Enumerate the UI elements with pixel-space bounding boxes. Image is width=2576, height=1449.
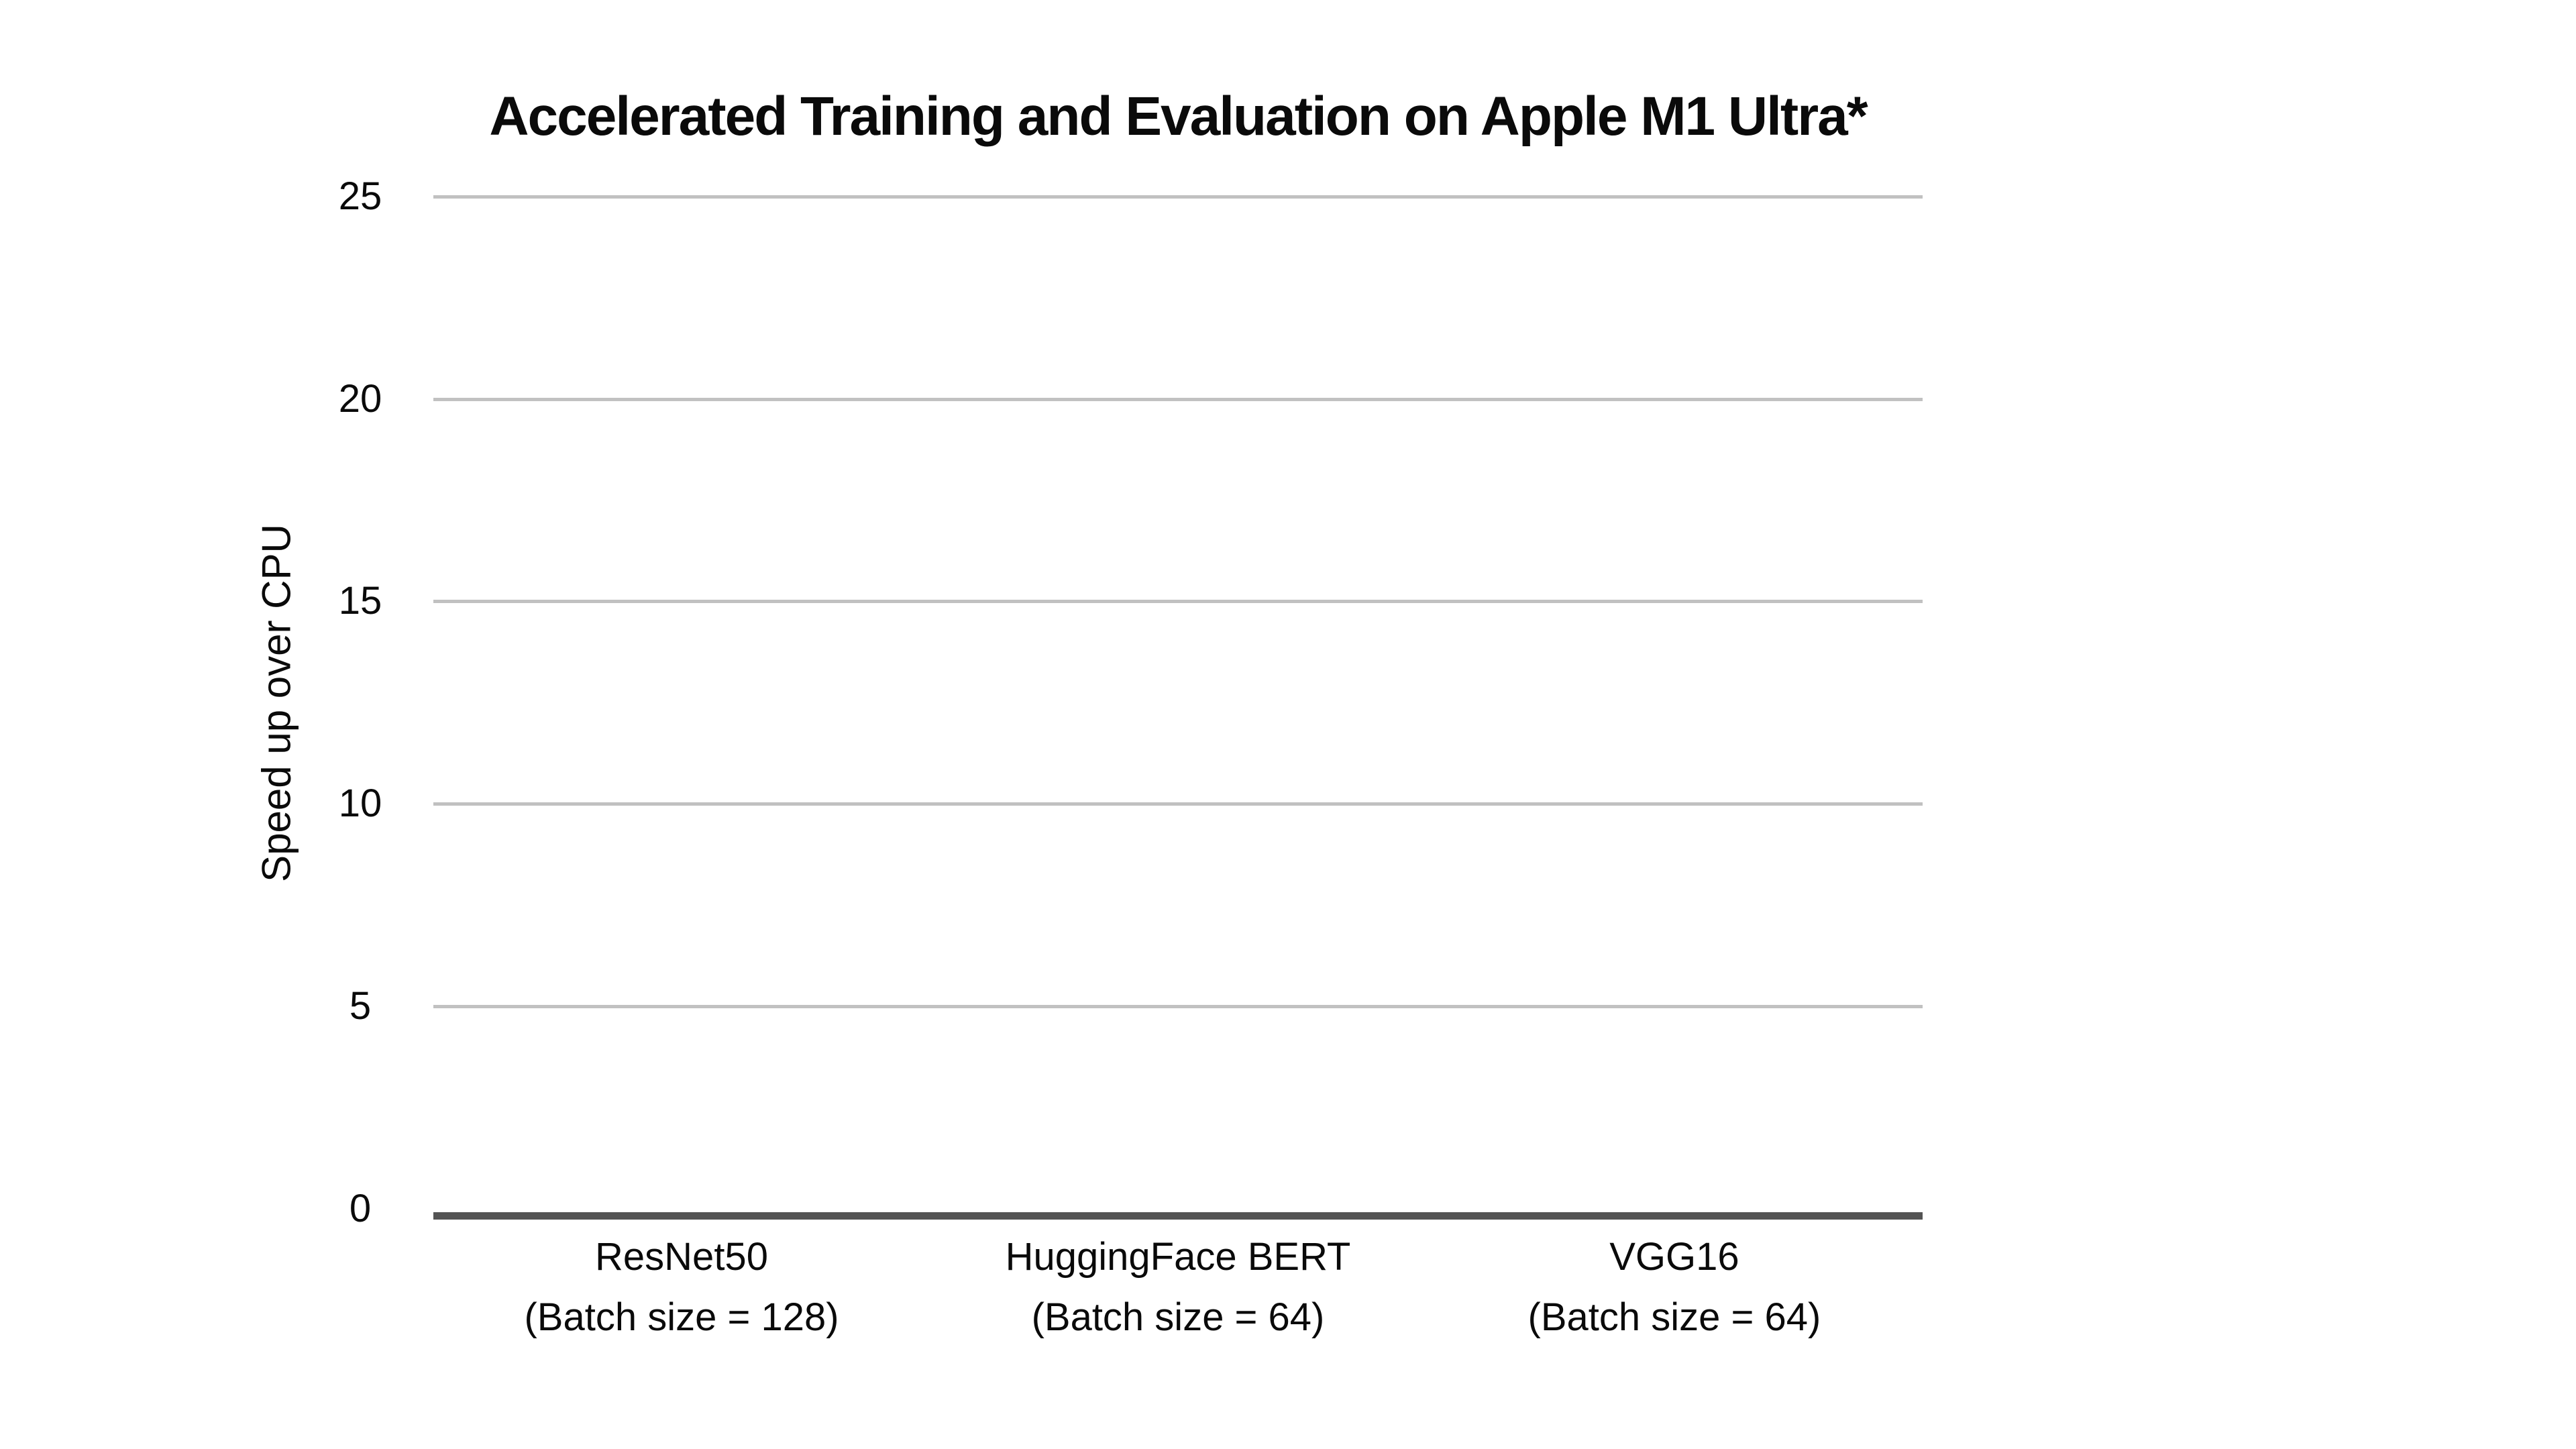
y-tick-label-25: 25 bbox=[338, 174, 382, 218]
y-axis-title: Speed up over CPU bbox=[254, 524, 299, 882]
x-axis-categories: ResNet50 (Batch size = 128) HuggingFace … bbox=[433, 1236, 1923, 1339]
category-batch-label: (Batch size = 128) bbox=[524, 1295, 839, 1339]
gridline-25 bbox=[433, 195, 1923, 199]
bar-slot-vgg16 bbox=[1426, 197, 1923, 1209]
category-batch-label: (Batch size = 64) bbox=[1031, 1295, 1325, 1339]
gridline-10 bbox=[433, 802, 1923, 806]
y-tick-label-0: 0 bbox=[349, 1187, 372, 1230]
plot-area bbox=[433, 195, 1923, 1220]
bar-slot-resnet50 bbox=[433, 197, 930, 1209]
category-model-label: HuggingFace BERT bbox=[1005, 1235, 1351, 1279]
y-tick-label-5: 5 bbox=[349, 984, 372, 1028]
y-tick-label-10: 10 bbox=[338, 782, 382, 825]
x-axis-zero-line bbox=[433, 1212, 1923, 1220]
category-model-label: VGG16 bbox=[1609, 1235, 1739, 1279]
bar-slot-huggingface-bert bbox=[930, 197, 1426, 1209]
bars-row bbox=[433, 197, 1923, 1209]
gridline-20 bbox=[433, 398, 1923, 401]
y-tick-label-20: 20 bbox=[338, 377, 382, 421]
x-category-vgg16: VGG16 (Batch size = 64) bbox=[1426, 1236, 1923, 1339]
y-tick-label-15: 15 bbox=[338, 579, 382, 623]
chart-title: Accelerated Training and Evaluation on A… bbox=[489, 86, 1868, 147]
gridline-15 bbox=[433, 600, 1923, 603]
x-category-huggingface-bert: HuggingFace BERT (Batch size = 64) bbox=[930, 1236, 1426, 1339]
x-category-resnet50: ResNet50 (Batch size = 128) bbox=[433, 1236, 930, 1339]
category-batch-label: (Batch size = 64) bbox=[1527, 1295, 1821, 1339]
gridline-5 bbox=[433, 1005, 1923, 1008]
category-model-label: ResNet50 bbox=[595, 1235, 768, 1279]
